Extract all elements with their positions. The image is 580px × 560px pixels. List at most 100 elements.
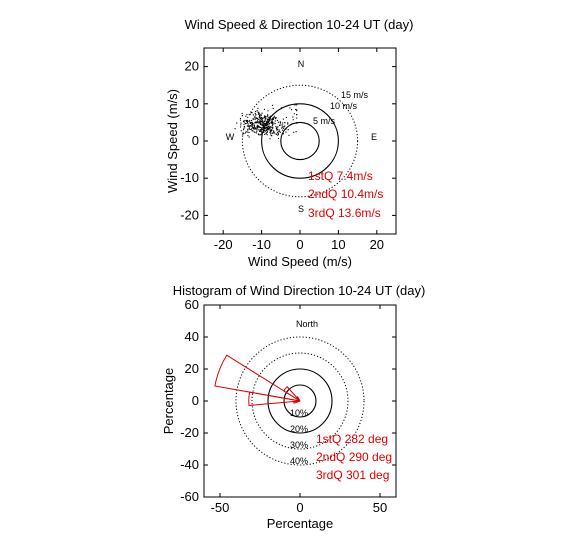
chart1-scatter-point — [257, 111, 259, 113]
chart1-scatter-point — [262, 124, 264, 126]
chart1-scatter-point — [274, 117, 276, 119]
chart1-scatter-point — [272, 127, 274, 129]
chart1-scatter-point — [252, 130, 254, 132]
chart1-scatter-point — [260, 117, 262, 119]
chart1-scatter-point — [264, 115, 266, 117]
chart1-scatter-point — [276, 119, 278, 122]
chart1-scatter-point — [263, 130, 265, 133]
chart2-annotation-q3: 3rdQ 301 deg — [316, 468, 389, 482]
chart1-scatter-point — [277, 126, 279, 128]
chart1-scatter-point — [264, 125, 266, 127]
chart1-scatter-points — [234, 104, 298, 140]
chart1-scatter-point — [258, 112, 260, 114]
chart1-scatter-point — [262, 126, 264, 128]
chart1-scatter-point — [257, 134, 259, 136]
chart1-x-tick-label: 0 — [296, 237, 303, 252]
chart1-scatter-point — [256, 117, 258, 120]
chart1-scatter-point — [277, 133, 279, 135]
chart1-scatter-point — [254, 115, 256, 117]
chart1-scatter-point — [268, 124, 270, 126]
chart1-scatter-point — [258, 126, 260, 128]
chart1-scatter-point — [272, 124, 274, 126]
chart2-direction-bin — [248, 391, 301, 407]
chart1-scatter-point — [268, 126, 270, 129]
chart1-scatter-point — [258, 116, 260, 118]
chart1-scatter-point — [259, 119, 261, 121]
chart1-scatter-point — [255, 110, 257, 113]
chart1-scatter-point — [267, 129, 269, 131]
chart1-scatter-point — [270, 130, 272, 132]
chart1-scatter-point — [277, 134, 279, 136]
chart1-scatter-point — [246, 119, 249, 121]
chart1-scatter-point — [257, 113, 260, 115]
chart1-scatter-point — [252, 118, 254, 120]
chart1-scatter-point — [275, 117, 277, 119]
chart1-compass-east: E — [371, 132, 377, 142]
chart1-scatter-point — [265, 129, 268, 131]
chart1-scatter-point — [253, 124, 255, 126]
chart1-scatter-point — [266, 123, 269, 126]
chart1-scatter-point — [273, 131, 275, 133]
chart1-scatter-point — [277, 121, 280, 123]
chart1-scatter-point — [234, 128, 236, 130]
chart1-scatter-point — [239, 119, 242, 121]
chart1-scatter-point — [296, 104, 298, 106]
chart1-scatter-point — [296, 122, 298, 124]
chart1-scatter-point — [258, 113, 260, 115]
chart1-scatter-point — [272, 118, 274, 120]
chart1-speed-ring — [280, 121, 320, 161]
chart1-scatter-point — [276, 126, 278, 128]
chart1-scatter-point — [264, 120, 266, 122]
chart1-scatter-point — [264, 129, 266, 131]
chart1-scatter-point — [272, 126, 274, 128]
chart1-speed-ring — [241, 84, 359, 198]
chart1-scatter-point — [293, 113, 295, 115]
chart1-scatter-point — [263, 121, 265, 123]
chart1-scatter-point — [259, 123, 261, 125]
chart1-scatter-point — [259, 130, 261, 132]
chart1-scatter-point — [270, 133, 272, 135]
chart1-scatter-point — [262, 128, 264, 130]
chart1-scatter-point — [279, 121, 281, 123]
chart1-scatter-point — [255, 132, 258, 134]
chart1-scatter-point — [257, 120, 259, 123]
chart1-scatter-point — [268, 128, 270, 130]
chart1-scatter-point — [271, 135, 273, 137]
chart1-scatter-point — [269, 131, 271, 134]
chart1-scatter-point — [275, 126, 277, 128]
chart1-scatter-point — [250, 129, 252, 131]
chart1-scatter-point — [266, 130, 269, 132]
chart1-scatter-point — [258, 121, 260, 123]
chart1-scatter-point — [255, 117, 257, 119]
chart1-scatter-point — [260, 118, 262, 120]
chart1-scatter-point — [293, 131, 295, 133]
chart1-scatter-point — [254, 126, 256, 128]
chart2-percent-ring — [283, 384, 317, 418]
chart1-scatter-point — [268, 116, 270, 118]
chart1-scatter-point — [259, 117, 261, 119]
chart1-scatter-point — [247, 125, 249, 128]
chart1-scatter-point — [244, 132, 247, 134]
chart1-scatter-point — [257, 127, 259, 129]
chart1-scatter-point — [251, 124, 254, 126]
chart1-scatter-point — [255, 121, 257, 123]
chart1-scatter-point — [265, 133, 267, 135]
chart1-scatter-point — [271, 132, 273, 134]
chart1-scatter-point — [257, 107, 259, 109]
chart1-x-tick-label: 10 — [331, 237, 345, 252]
chart1-scatter-point — [260, 114, 263, 116]
chart2-x-tick-label: 0 — [296, 500, 303, 515]
chart1-compass-north: N — [298, 59, 305, 69]
chart1-scatter-point — [277, 137, 280, 140]
chart1-scatter-point — [250, 128, 253, 130]
chart1-scatter-point — [268, 122, 270, 124]
chart1-scatter-point — [249, 122, 251, 124]
chart1-scatter-point — [272, 122, 274, 124]
chart1-scatter-point — [270, 120, 273, 122]
chart1-scatter-point — [295, 108, 297, 111]
chart1-scatter-point — [276, 129, 278, 131]
chart1-scatter-point — [256, 117, 258, 119]
chart1-scatter-point — [267, 121, 269, 123]
chart1-scatter-point — [239, 117, 242, 120]
chart1-scatter-point — [270, 118, 272, 120]
